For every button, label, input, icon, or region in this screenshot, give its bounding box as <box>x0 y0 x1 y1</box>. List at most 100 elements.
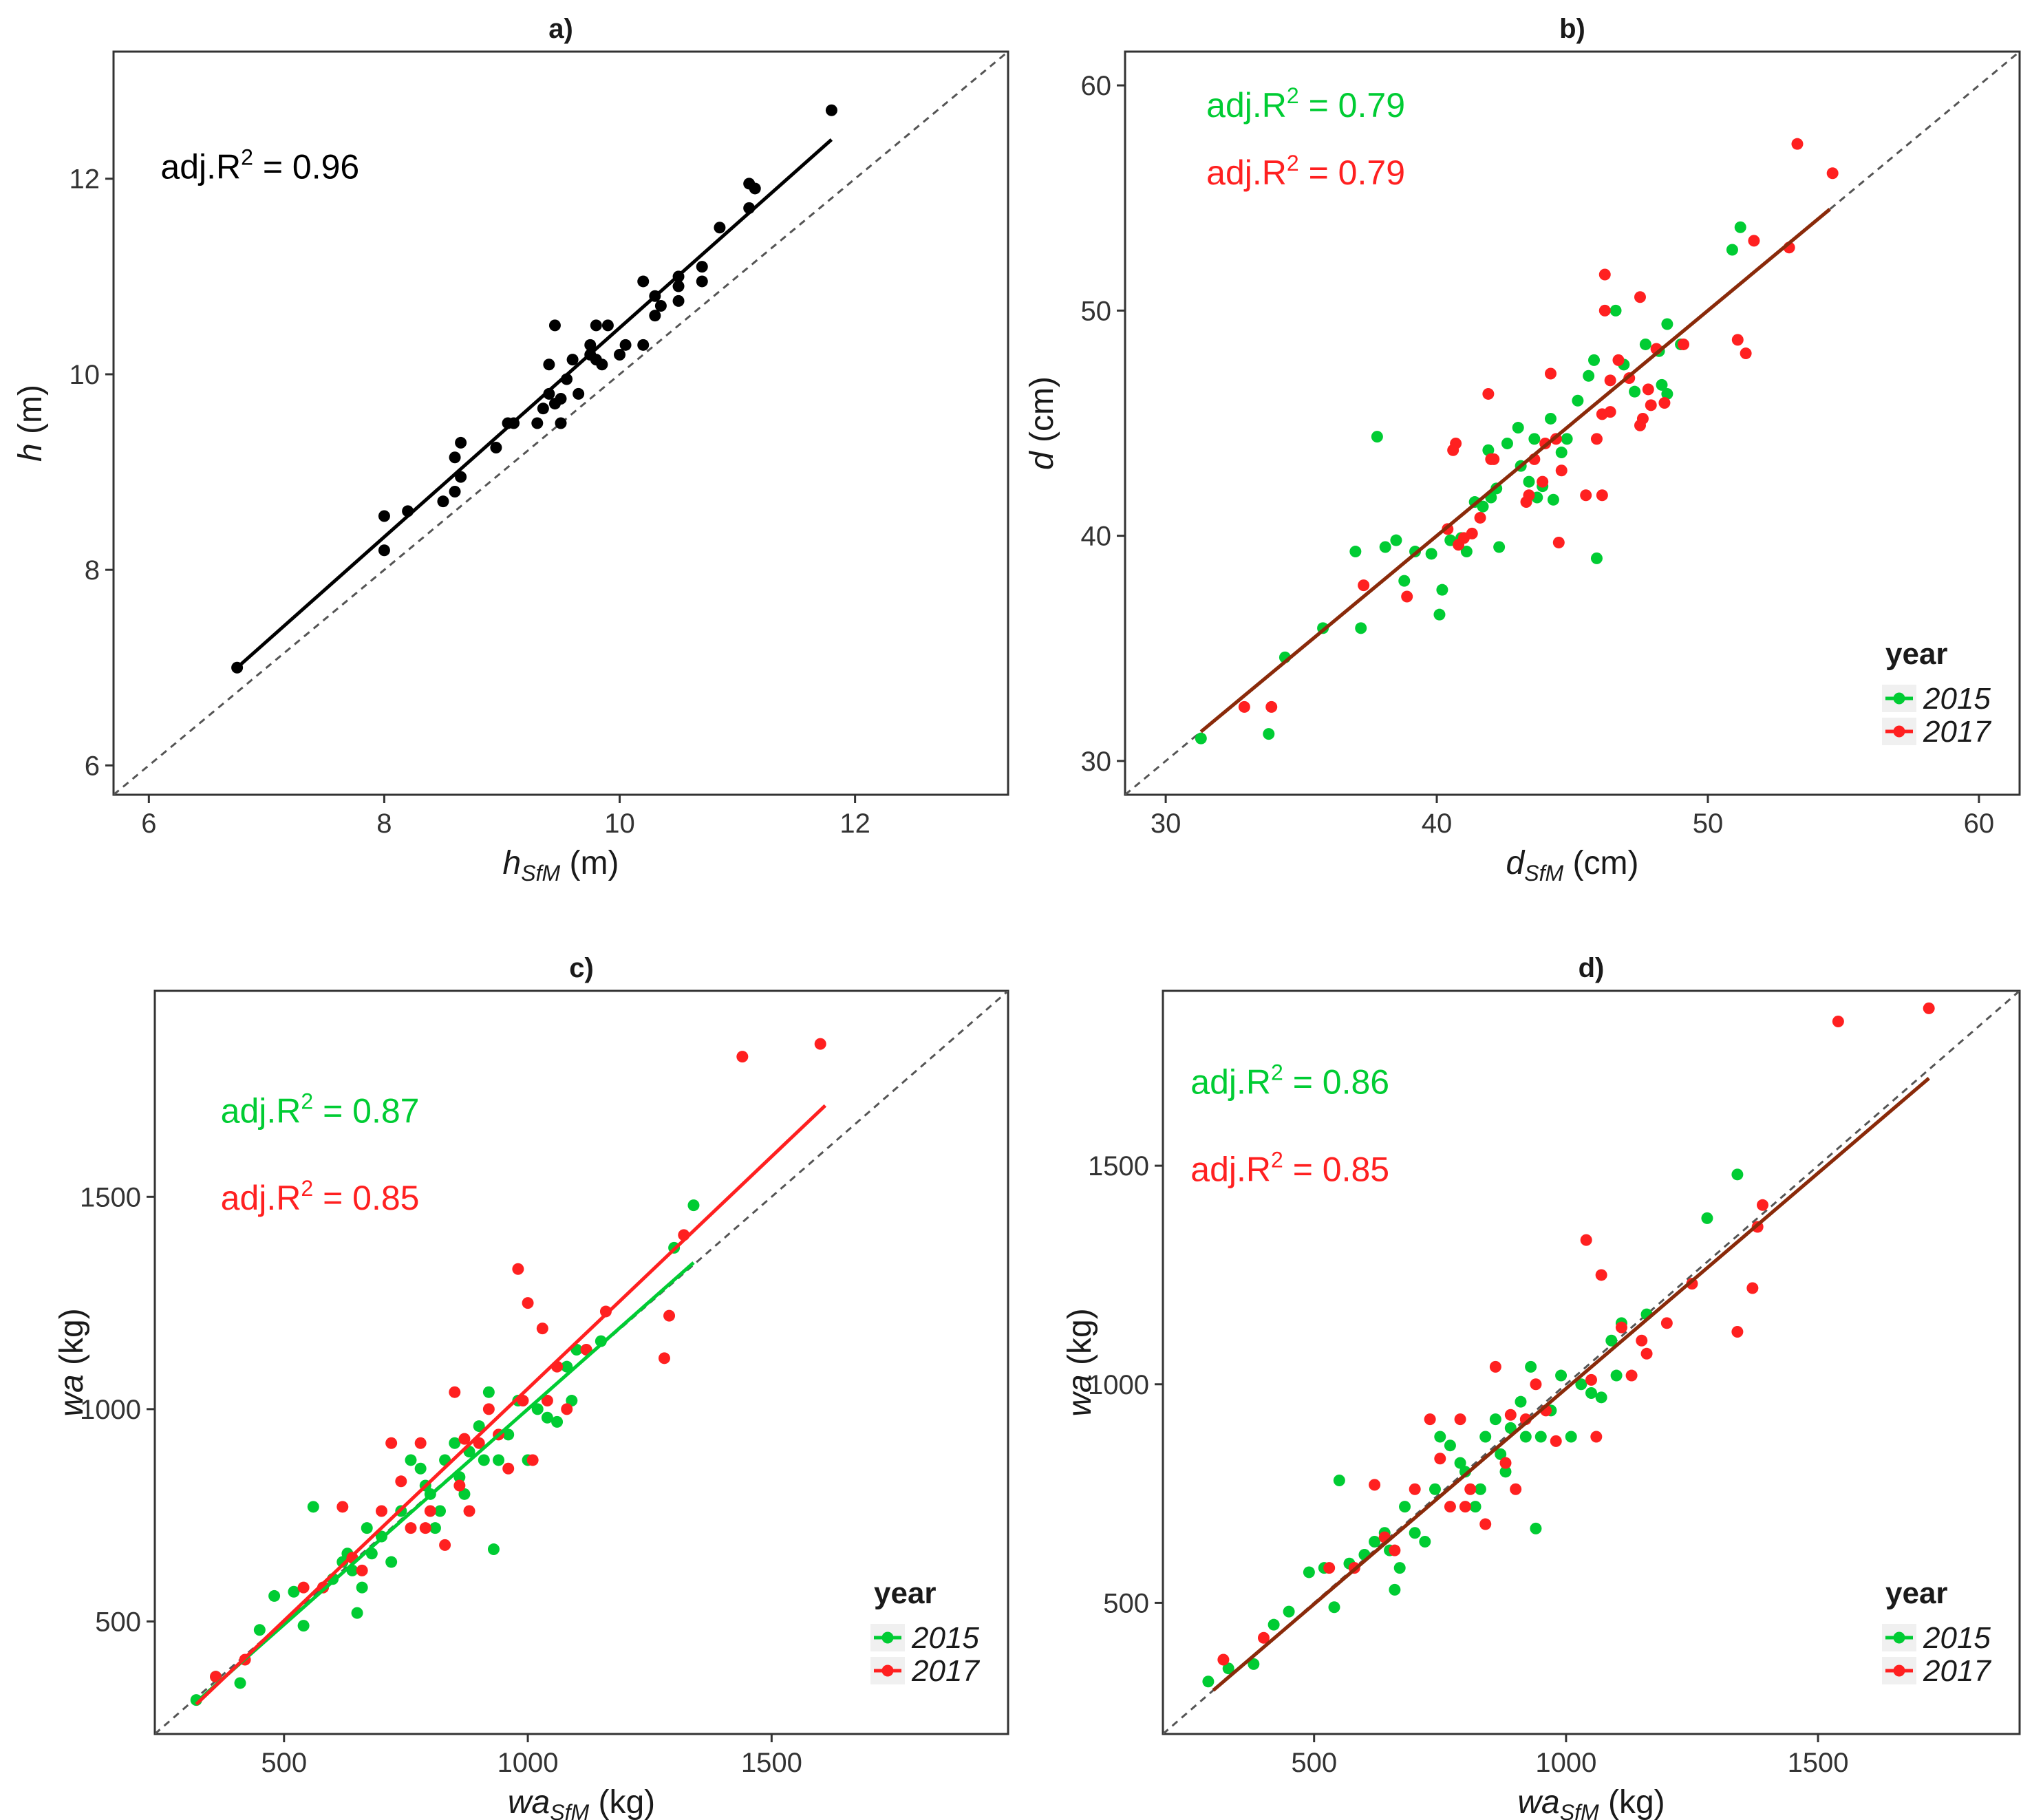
data-point <box>1469 1501 1482 1513</box>
data-point <box>555 392 567 405</box>
data-point <box>1482 387 1495 400</box>
data-point <box>356 1581 368 1594</box>
data-point <box>1523 475 1535 488</box>
data-point <box>1504 1409 1517 1421</box>
data-point <box>453 1479 466 1492</box>
data-point <box>1390 534 1402 546</box>
data-point <box>1642 383 1654 396</box>
data-point <box>1615 1321 1627 1334</box>
data-point <box>1826 167 1839 180</box>
panel-title: b) <box>1559 14 1585 44</box>
data-point <box>1701 1212 1713 1224</box>
y-tick-label: 1500 <box>80 1182 141 1212</box>
data-point <box>1389 1544 1401 1556</box>
y-tick-label: 1000 <box>80 1395 141 1425</box>
data-point <box>1399 1501 1411 1513</box>
data-point <box>599 1305 612 1318</box>
data-point <box>543 358 555 371</box>
data-point <box>1552 536 1565 548</box>
y-axis-label: d (cm) <box>1024 376 1060 470</box>
legend-label-2017: 2017 <box>1923 1654 1991 1688</box>
data-point <box>414 1437 427 1449</box>
legend-key-point <box>1893 725 1905 738</box>
data-point <box>551 1415 564 1428</box>
data-point <box>449 451 461 464</box>
data-point <box>336 1501 349 1513</box>
fit-line-2017 <box>1212 1077 1930 1692</box>
data-point <box>561 1360 573 1373</box>
data-point <box>463 1505 475 1517</box>
data-point <box>1555 464 1568 477</box>
data-point <box>405 1522 417 1534</box>
data-point <box>356 1564 368 1576</box>
data-point <box>434 1505 447 1517</box>
data-point <box>1572 394 1584 407</box>
data-point <box>672 280 685 292</box>
data-point <box>541 1395 553 1407</box>
data-point <box>1358 579 1370 592</box>
r-squared-annotation: adj.R2 = 0.79 <box>1206 83 1405 125</box>
data-point <box>1634 291 1646 303</box>
data-point <box>429 1522 441 1534</box>
plot-content <box>1125 52 2020 795</box>
data-point <box>1454 1413 1466 1426</box>
data-point <box>1748 235 1760 247</box>
data-point <box>424 1505 436 1517</box>
data-point <box>1583 370 1595 382</box>
y-tick-label: 500 <box>95 1607 141 1637</box>
data-point <box>1267 1618 1280 1631</box>
data-point <box>482 1386 495 1398</box>
x-tick-label: 1500 <box>741 1748 802 1778</box>
r-squared-annotation: adj.R2 = 0.85 <box>221 1176 420 1217</box>
data-point <box>385 1556 398 1568</box>
data-point <box>1489 1360 1501 1373</box>
panel-title: c) <box>569 953 594 983</box>
data-point <box>531 417 544 429</box>
data-point <box>573 387 585 400</box>
data-point <box>405 1454 417 1466</box>
data-point <box>1389 1583 1401 1596</box>
data-point <box>502 1428 515 1441</box>
data-point <box>1303 1566 1315 1578</box>
data-point <box>637 339 650 351</box>
data-point <box>1598 268 1611 281</box>
data-point <box>234 1677 246 1689</box>
data-point <box>1604 374 1616 387</box>
r-squared-annotation: adj.R2 = 0.79 <box>1206 151 1405 192</box>
data-point <box>596 358 608 371</box>
data-point <box>1544 367 1557 380</box>
data-point <box>1489 1413 1501 1426</box>
data-point <box>1355 622 1367 634</box>
data-point <box>1369 1479 1381 1491</box>
data-point <box>1605 1334 1618 1347</box>
data-point <box>1547 493 1559 506</box>
data-point <box>1434 1453 1446 1465</box>
data-point <box>1482 444 1495 456</box>
x-tick-label: 30 <box>1151 809 1181 839</box>
data-point <box>736 1051 749 1063</box>
data-point <box>663 1309 676 1322</box>
data-point <box>1544 412 1557 425</box>
data-point <box>1499 1457 1512 1469</box>
data-point <box>378 544 390 557</box>
data-point <box>1466 527 1478 539</box>
legend-title: year <box>1885 1576 1948 1610</box>
data-point <box>1585 1373 1597 1386</box>
data-point <box>1580 489 1592 502</box>
data-point <box>297 1581 310 1594</box>
data-point <box>1740 347 1752 360</box>
data-point <box>749 182 761 195</box>
legend-label-2015: 2015 <box>1923 682 1991 716</box>
data-point <box>1434 1431 1446 1443</box>
data-point <box>395 1475 407 1488</box>
data-point <box>1333 1475 1345 1487</box>
panel-b: 30 40 50 60 30 40 50 60 b) dSfM (cm) d (cm) adj.R2 … <box>1024 14 2021 886</box>
r-squared-annotation: adj.R2 = 0.87 <box>221 1089 420 1130</box>
panel-a: 6 8 10 12 6 8 10 12 a) hSfM (m) h (m) adj.R2 = 0.96 <box>12 14 1009 886</box>
data-point <box>490 442 502 454</box>
data-point <box>1493 541 1506 553</box>
fit-line-2015 <box>195 1261 695 1704</box>
data-point <box>1283 1605 1295 1618</box>
